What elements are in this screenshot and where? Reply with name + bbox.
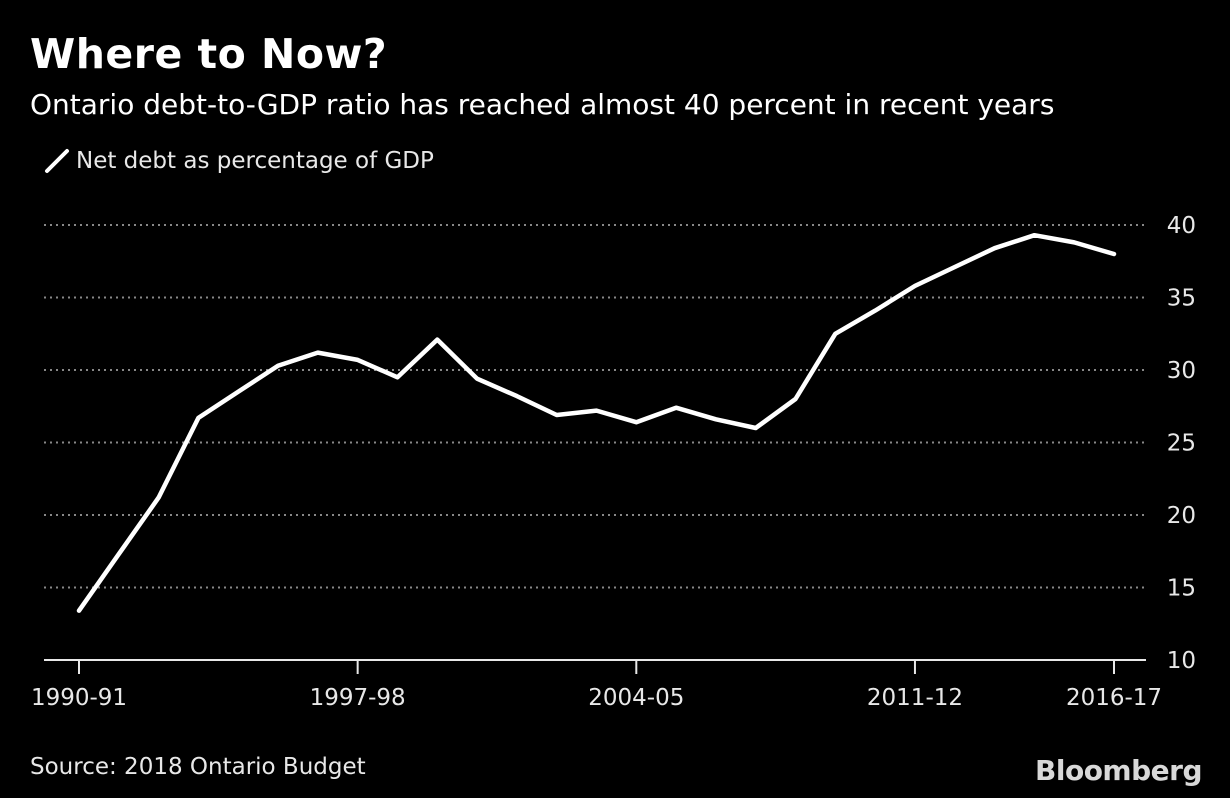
y-tick-label-10: 10 [1167, 648, 1196, 674]
legend-line-icon [45, 149, 69, 173]
grid-lines [44, 224, 1146, 589]
y-tick-label-20: 20 [1167, 503, 1196, 529]
x-tick-label: 1990-91 [31, 685, 127, 711]
x-axis-tick-labels: 1990-91 1997-98 2004-05 2011-12 2016-17 [31, 685, 1162, 711]
x-tick-label: 2016-17 [1066, 685, 1162, 711]
y-tick-label-40: 40 [1167, 213, 1196, 239]
legend-label: Net debt as percentage of GDP [76, 148, 434, 174]
y-tick-label-25: 25 [1167, 431, 1196, 457]
x-tick-label: 1997-98 [310, 685, 406, 711]
y-tick-label-30: 30 [1167, 358, 1196, 384]
y-axis-tick-labels: 10 15 20 25 30 35 40 [1167, 213, 1196, 674]
legend: Net debt as percentage of GDP [44, 148, 434, 174]
source-note: Source: 2018 Ontario Budget [30, 754, 366, 780]
chart-subtitle: Ontario debt-to-GDP ratio has reached al… [30, 88, 1055, 121]
y-tick-label-35: 35 [1167, 286, 1196, 312]
x-axis [44, 659, 1146, 674]
x-tick-label: 2011-12 [867, 685, 963, 711]
x-tick-label: 2004-05 [588, 685, 684, 711]
chart-title: Where to Now? [30, 30, 388, 78]
series-line [76, 232, 1117, 613]
bloomberg-logo: Bloomberg [1035, 754, 1202, 787]
series-layer [76, 232, 1117, 613]
y-tick-label-15: 15 [1167, 576, 1196, 602]
